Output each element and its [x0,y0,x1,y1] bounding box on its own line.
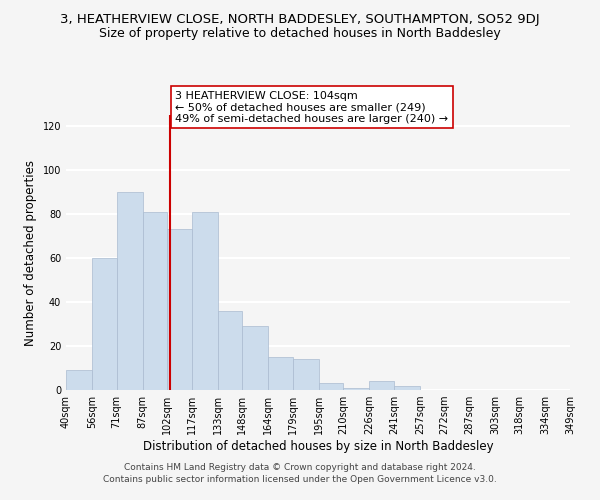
Text: 3 HEATHERVIEW CLOSE: 104sqm
← 50% of detached houses are smaller (249)
49% of se: 3 HEATHERVIEW CLOSE: 104sqm ← 50% of det… [175,90,448,124]
Bar [268,357,293,390]
Text: Size of property relative to detached houses in North Baddesley: Size of property relative to detached ho… [99,28,501,40]
Bar [394,386,420,390]
Bar [92,258,116,390]
Bar [66,370,92,390]
Bar [242,326,268,390]
Bar [191,212,218,390]
Bar [370,381,394,390]
Text: 3, HEATHERVIEW CLOSE, NORTH BADDESLEY, SOUTHAMPTON, SO52 9DJ: 3, HEATHERVIEW CLOSE, NORTH BADDESLEY, S… [60,12,540,26]
Y-axis label: Number of detached properties: Number of detached properties [24,160,37,346]
Bar [319,384,343,390]
Bar [167,230,191,390]
Text: Contains public sector information licensed under the Open Government Licence v3: Contains public sector information licen… [103,475,497,484]
Text: Contains HM Land Registry data © Crown copyright and database right 2024.: Contains HM Land Registry data © Crown c… [124,464,476,472]
Bar [143,212,167,390]
Bar [293,359,319,390]
Bar [343,388,370,390]
Bar [116,192,143,390]
X-axis label: Distribution of detached houses by size in North Baddesley: Distribution of detached houses by size … [143,440,493,453]
Bar [218,311,242,390]
